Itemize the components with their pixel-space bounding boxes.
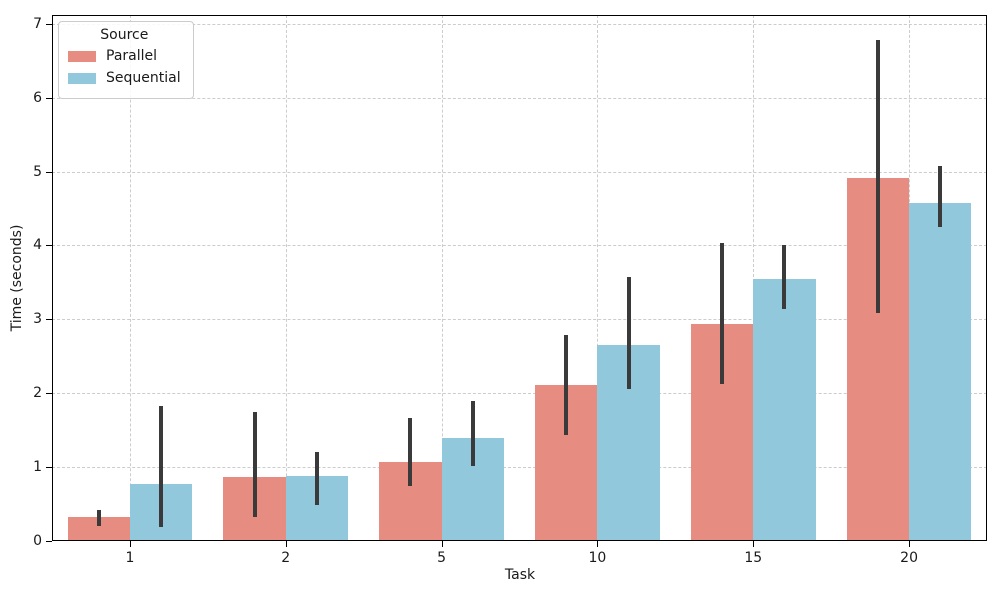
legend: Source Parallel Sequential	[58, 21, 194, 99]
bar-parallel-task-1	[67, 517, 130, 541]
x-tick-mark	[285, 541, 287, 547]
y-tick-mark	[46, 245, 52, 247]
error-bar-sequential-task-15	[782, 245, 787, 310]
y-gridline	[52, 393, 987, 395]
x-tick-label: 2	[281, 550, 291, 566]
legend-entries: Parallel Sequential	[68, 48, 181, 87]
y-tick-mark	[46, 23, 52, 25]
y-tick-label: 2	[33, 385, 42, 402]
x-gridline	[597, 15, 599, 541]
legend-swatch-parallel	[68, 51, 96, 62]
y-gridline	[52, 23, 987, 25]
error-bar-parallel-task-20	[875, 40, 880, 314]
error-bar-sequential-task-5	[470, 401, 475, 467]
x-axis-label: Task	[504, 567, 536, 583]
x-tick-mark	[597, 541, 599, 547]
x-tick-mark	[753, 541, 755, 547]
x-tick-mark	[129, 541, 131, 547]
error-bar-sequential-task-2	[314, 451, 319, 505]
y-gridline	[52, 319, 987, 321]
y-tick-mark	[46, 467, 52, 469]
x-gridline	[285, 15, 287, 541]
x-tick-mark	[441, 541, 443, 547]
x-gridline	[129, 15, 131, 541]
y-gridline	[52, 97, 987, 99]
x-gridline	[753, 15, 755, 541]
legend-entry-sequential: Sequential	[68, 70, 181, 87]
error-bar-parallel-task-1	[96, 509, 101, 527]
error-bar-parallel-task-2	[252, 412, 257, 517]
plot-area	[52, 15, 987, 541]
y-tick-label: 4	[33, 237, 42, 254]
legend-title: Source	[100, 27, 149, 43]
legend-label-parallel: Parallel	[106, 48, 158, 64]
legend-swatch-sequential	[68, 73, 96, 84]
x-tick-label: 15	[744, 550, 763, 566]
error-bar-sequential-task-10	[626, 277, 631, 389]
bar-sequential-task-15	[753, 279, 816, 541]
y-tick-mark	[46, 541, 52, 542]
x-tick-label: 5	[437, 550, 447, 566]
x-tick-mark	[909, 541, 911, 547]
error-bar-parallel-task-5	[408, 418, 413, 486]
y-gridline	[52, 245, 987, 247]
y-tick-label: 0	[33, 533, 42, 549]
x-tick-label: 10	[588, 550, 607, 566]
y-tick-label: 6	[33, 89, 42, 106]
y-tick-label: 5	[33, 163, 42, 180]
y-gridline	[52, 171, 987, 173]
y-gridline	[52, 467, 987, 469]
error-bar-sequential-task-20	[938, 165, 943, 228]
bar-sequential-task-20	[909, 203, 972, 541]
error-bar-parallel-task-10	[564, 334, 569, 435]
y-tick-label: 7	[33, 15, 42, 32]
x-tick-label: 1	[125, 550, 135, 566]
y-tick-mark	[46, 171, 52, 173]
x-tick-label: 20	[900, 550, 918, 566]
y-tick-label: 3	[33, 311, 42, 328]
y-tick-label: 1	[33, 459, 42, 476]
legend-entry-parallel: Parallel	[68, 48, 181, 65]
y-tick-mark	[46, 319, 52, 321]
y-tick-mark	[46, 97, 52, 99]
error-bar-sequential-task-1	[159, 405, 164, 527]
x-gridline	[441, 15, 443, 541]
error-bar-parallel-task-15	[720, 242, 725, 385]
y-tick-mark	[46, 393, 52, 395]
legend-label-sequential: Sequential	[106, 70, 181, 86]
